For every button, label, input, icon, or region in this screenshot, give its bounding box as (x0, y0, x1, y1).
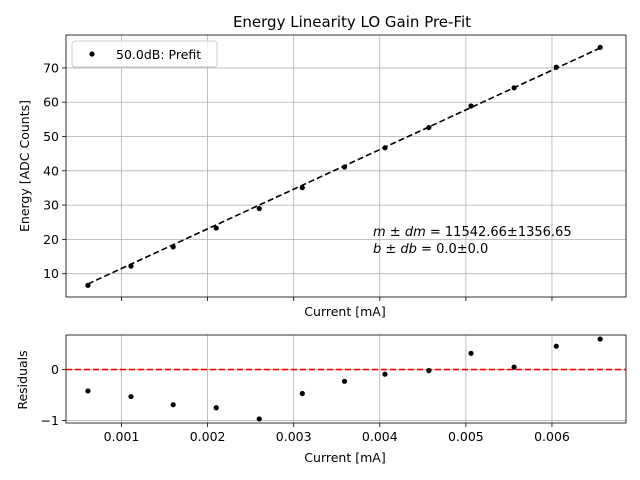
data-point (85, 388, 91, 394)
slope-annotation: m ± dm = 11542.66±1356.65 (373, 225, 572, 240)
y-tick-label: 50 (43, 129, 59, 144)
x-tick-label: 0.002 (190, 429, 226, 444)
y-tick-label: 30 (43, 198, 59, 213)
energy-y-ticks: 10 20 30 40 50 60 70 (43, 60, 66, 281)
residuals-y-axis-label: Residuals (15, 350, 30, 409)
y-tick-label: 0 (51, 362, 59, 377)
energy-grid (66, 35, 626, 297)
energy-x-ticks (121, 297, 553, 301)
x-tick-label: 0.003 (276, 429, 312, 444)
legend-marker (89, 51, 95, 57)
data-point (553, 64, 559, 70)
data-point (511, 364, 517, 370)
data-point (382, 145, 388, 151)
data-point (341, 378, 348, 384)
data-point (553, 343, 559, 349)
intercept-annotation: b ± db = 0.0±0.0 (373, 242, 488, 257)
data-point (128, 263, 134, 269)
intercept-math: b ± db (373, 242, 417, 257)
legend-entry: 50.0dB: Prefit (116, 47, 201, 62)
data-point (299, 185, 305, 191)
residuals-data-points (85, 336, 603, 422)
data-point (426, 124, 432, 131)
slope-math: m ± dm (373, 225, 426, 240)
y-tick-label: 60 (43, 95, 59, 110)
data-point (170, 244, 176, 250)
data-point (256, 205, 262, 212)
energy-x-axis-label: Current [mA] (304, 304, 385, 319)
data-point (128, 393, 134, 400)
x-tick-label: 0.004 (362, 429, 398, 444)
energy-axes-frame (65, 34, 627, 298)
legend: 50.0dB: Prefit (71, 40, 218, 68)
energy-y-axis-label: Energy [ADC Counts] (17, 100, 32, 232)
residuals-x-axis-label: Current [mA] (304, 450, 385, 465)
y-tick-label: 70 (43, 60, 59, 75)
data-point (170, 402, 176, 408)
data-point (468, 350, 474, 356)
data-point (382, 371, 388, 377)
y-tick-label: −1 (41, 413, 59, 428)
residuals-x-ticks: 0.001 0.002 0.003 0.004 0.005 0.006 (104, 423, 570, 444)
data-point (299, 390, 305, 397)
x-tick-label: 0.001 (104, 429, 140, 444)
y-tick-label: 10 (43, 266, 59, 281)
x-tick-label: 0.006 (534, 429, 570, 444)
residuals-axes-frame (65, 334, 627, 424)
data-point (468, 103, 474, 109)
slope-value: = 11542.66±1356.65 (426, 225, 572, 240)
data-point (213, 225, 219, 231)
energy-data-points (85, 44, 603, 288)
data-point (597, 336, 603, 342)
residuals-y-ticks: −1 0 (41, 362, 66, 428)
data-point (426, 368, 432, 374)
y-tick-label: 40 (43, 163, 59, 178)
legend-box (71, 40, 218, 68)
chart-title: Energy Linearity LO Gain Pre-Fit (233, 13, 471, 31)
y-tick-label: 20 (43, 232, 59, 247)
data-point (85, 282, 91, 288)
residuals-panel: −1 0 0.001 0.002 0.003 0.004 0.005 0.006 Curre… (15, 334, 627, 465)
data-point (511, 85, 517, 91)
energy-panel: 10 20 30 40 50 60 70 Energy Linearity LO Gain … (17, 13, 627, 319)
intercept-value: = 0.0±0.0 (417, 242, 488, 257)
data-point (341, 164, 348, 170)
data-point (256, 416, 262, 422)
data-point (213, 405, 219, 411)
data-point (597, 44, 603, 50)
fit-annotation: m ± dm = 11542.66±1356.65 b ± db = 0.0±0… (373, 225, 572, 257)
x-tick-label: 0.005 (448, 429, 484, 444)
